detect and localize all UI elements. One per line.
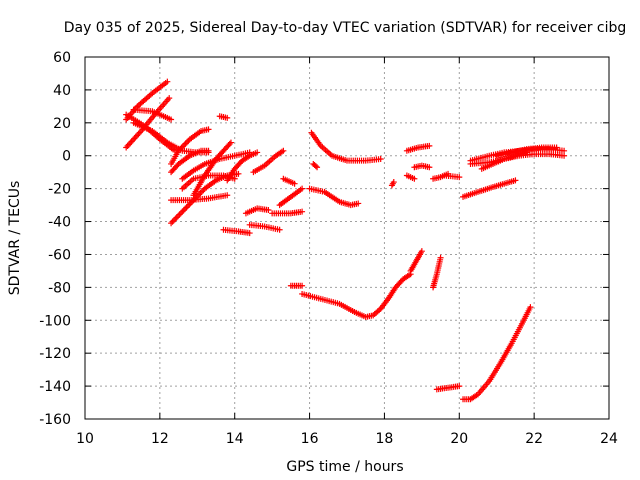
data-point (418, 248, 425, 255)
x-tick-label: 12 (151, 431, 169, 447)
data-point (132, 134, 139, 141)
data-point (197, 189, 204, 196)
data-point (235, 170, 242, 177)
data-point (177, 210, 184, 217)
data-point (231, 175, 238, 182)
data-point (312, 163, 319, 170)
data-point (180, 207, 187, 214)
x-tick-label: 18 (376, 431, 394, 447)
data-point (131, 135, 138, 142)
data-point (124, 143, 131, 150)
data-point (299, 282, 306, 289)
data-point (246, 230, 253, 237)
data-point (170, 217, 177, 224)
data-point (456, 174, 463, 181)
data-point (437, 254, 444, 261)
data-point (135, 131, 142, 138)
data-point (123, 144, 130, 151)
data-point (224, 192, 231, 199)
y-tick-label: -120 (39, 346, 71, 362)
data-point (168, 116, 175, 123)
data-point (205, 126, 212, 133)
y-axis: 60 40 20 0 -20 -40 -60 -80 -100 -120 -140 -160 (39, 50, 609, 428)
data-point (280, 147, 287, 154)
x-axis: 10 12 14 16 18 20 22 24 (76, 57, 618, 447)
data-point (168, 220, 175, 227)
data-point (136, 129, 143, 136)
data-point (390, 179, 397, 186)
data-point (456, 383, 463, 390)
data-point (227, 139, 234, 146)
data-point (291, 180, 298, 187)
data-point (299, 208, 306, 215)
x-tick-label: 22 (525, 431, 543, 447)
data-point (355, 200, 362, 207)
y-tick-label: -160 (39, 412, 71, 428)
data-point (128, 138, 135, 145)
x-tick-label: 20 (450, 431, 468, 447)
data-point (183, 139, 190, 146)
data-point (125, 141, 132, 148)
data-point (181, 142, 188, 149)
data-point (426, 142, 433, 149)
plot-frame (84, 56, 610, 420)
x-tick-label: 10 (76, 431, 94, 447)
y-tick-label: 0 (62, 149, 71, 165)
data-point (164, 78, 171, 85)
data-point (226, 140, 233, 147)
data-point (198, 188, 205, 195)
data-point (426, 164, 433, 171)
grid (85, 57, 609, 419)
y-tick-label: -40 (48, 215, 71, 231)
data-point (182, 140, 189, 147)
data-point (134, 132, 141, 139)
x-axis-label: GPS time / hours (286, 459, 403, 475)
data-point (377, 156, 384, 163)
y-tick-label: 40 (53, 83, 71, 99)
data-point (561, 152, 568, 159)
data-point (553, 144, 560, 151)
data-point (527, 304, 534, 311)
y-tick-label: 20 (53, 116, 71, 132)
data-point (224, 114, 231, 121)
data-point (205, 147, 212, 154)
data-point (127, 140, 134, 147)
data-point (187, 200, 194, 207)
data-points (123, 78, 568, 403)
data-point (254, 149, 261, 156)
data-point (176, 211, 183, 218)
data-point (184, 202, 191, 209)
data-point (129, 137, 136, 144)
data-point (191, 195, 198, 202)
data-point (169, 218, 176, 225)
data-point (411, 175, 418, 182)
data-point (265, 207, 272, 214)
data-point (512, 177, 519, 184)
data-point (314, 164, 321, 171)
data-point (183, 204, 190, 211)
data-point (299, 185, 306, 192)
y-tick-label: -140 (39, 379, 71, 395)
data-point (166, 95, 173, 102)
y-tick-label: -60 (48, 247, 71, 263)
x-tick-label: 14 (226, 431, 244, 447)
y-tick-label: -100 (39, 313, 71, 329)
data-point (179, 208, 186, 215)
x-tick-label: 24 (600, 431, 618, 447)
x-tick-label: 16 (301, 431, 319, 447)
y-tick-label: 60 (53, 50, 71, 66)
data-point (172, 215, 179, 222)
data-point (173, 214, 180, 221)
y-tick-label: -80 (48, 280, 71, 296)
data-point (175, 212, 182, 219)
chart-title: Day 035 of 2025, Sidereal Day-to-day VTE… (64, 20, 627, 36)
data-point (276, 226, 283, 233)
y-tick-label: -20 (48, 182, 71, 198)
data-point (182, 205, 189, 212)
y-axis-label: SDTVAR / TECUs (7, 181, 23, 296)
